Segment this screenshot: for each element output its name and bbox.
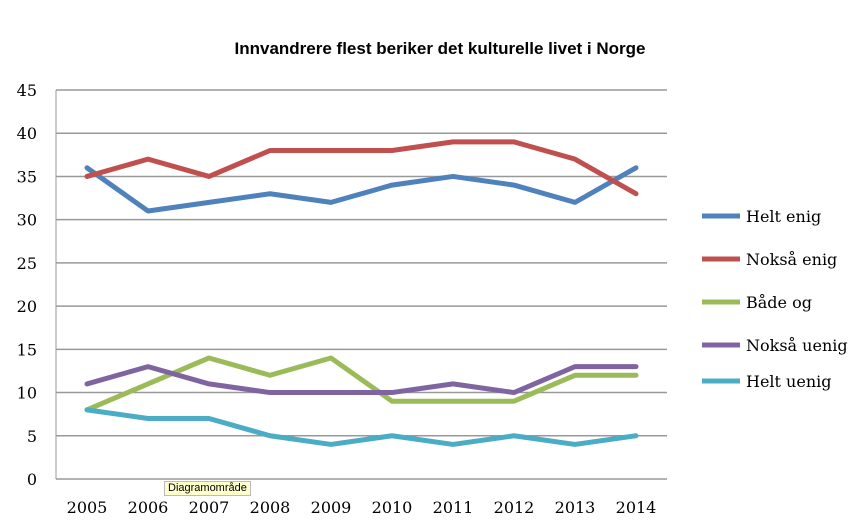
legend-label: Nokså uenig [746,336,848,355]
y-tick-label: 0 [27,470,37,489]
legend-label: Helt enig [746,207,821,226]
series-line-helt-uenig [84,407,639,447]
x-tick-label: 2008 [250,498,291,517]
x-tick-label: 2012 [494,498,535,517]
y-tick-label: 40 [17,124,37,143]
series-line-nokså-enig [84,139,639,197]
series-line-nokså-uenig [84,364,639,396]
y-tick-label: 30 [17,211,37,230]
y-tick-label: 25 [17,254,37,273]
x-tick-label: 2005 [67,498,108,517]
legend-label: Både og [746,293,812,312]
legend-label: Helt uenig [746,372,832,391]
x-tick-label: 2010 [372,498,413,517]
series-line-helt-enig [84,165,639,214]
y-tick-label: 5 [27,427,37,446]
y-tick-label: 15 [17,340,37,359]
x-tick-label: 2013 [555,498,596,517]
chart-title: Innvandrere flest beriker det kulturelle… [235,39,646,58]
y-tick-label: 45 [17,81,37,100]
x-tick-label: 2007 [189,498,230,517]
x-tick-label: 2011 [433,498,474,517]
series-line-både-og [84,355,639,413]
x-tick-label: 2009 [311,498,352,517]
y-tick-label: 10 [17,384,37,403]
tooltip: Diagramområde [164,481,251,496]
legend-label: Nokså enig [746,250,837,269]
y-tick-label: 20 [17,297,37,316]
y-tick-label: 35 [17,167,37,186]
x-tick-label: 2014 [616,498,657,517]
x-tick-label: 2006 [128,498,169,517]
